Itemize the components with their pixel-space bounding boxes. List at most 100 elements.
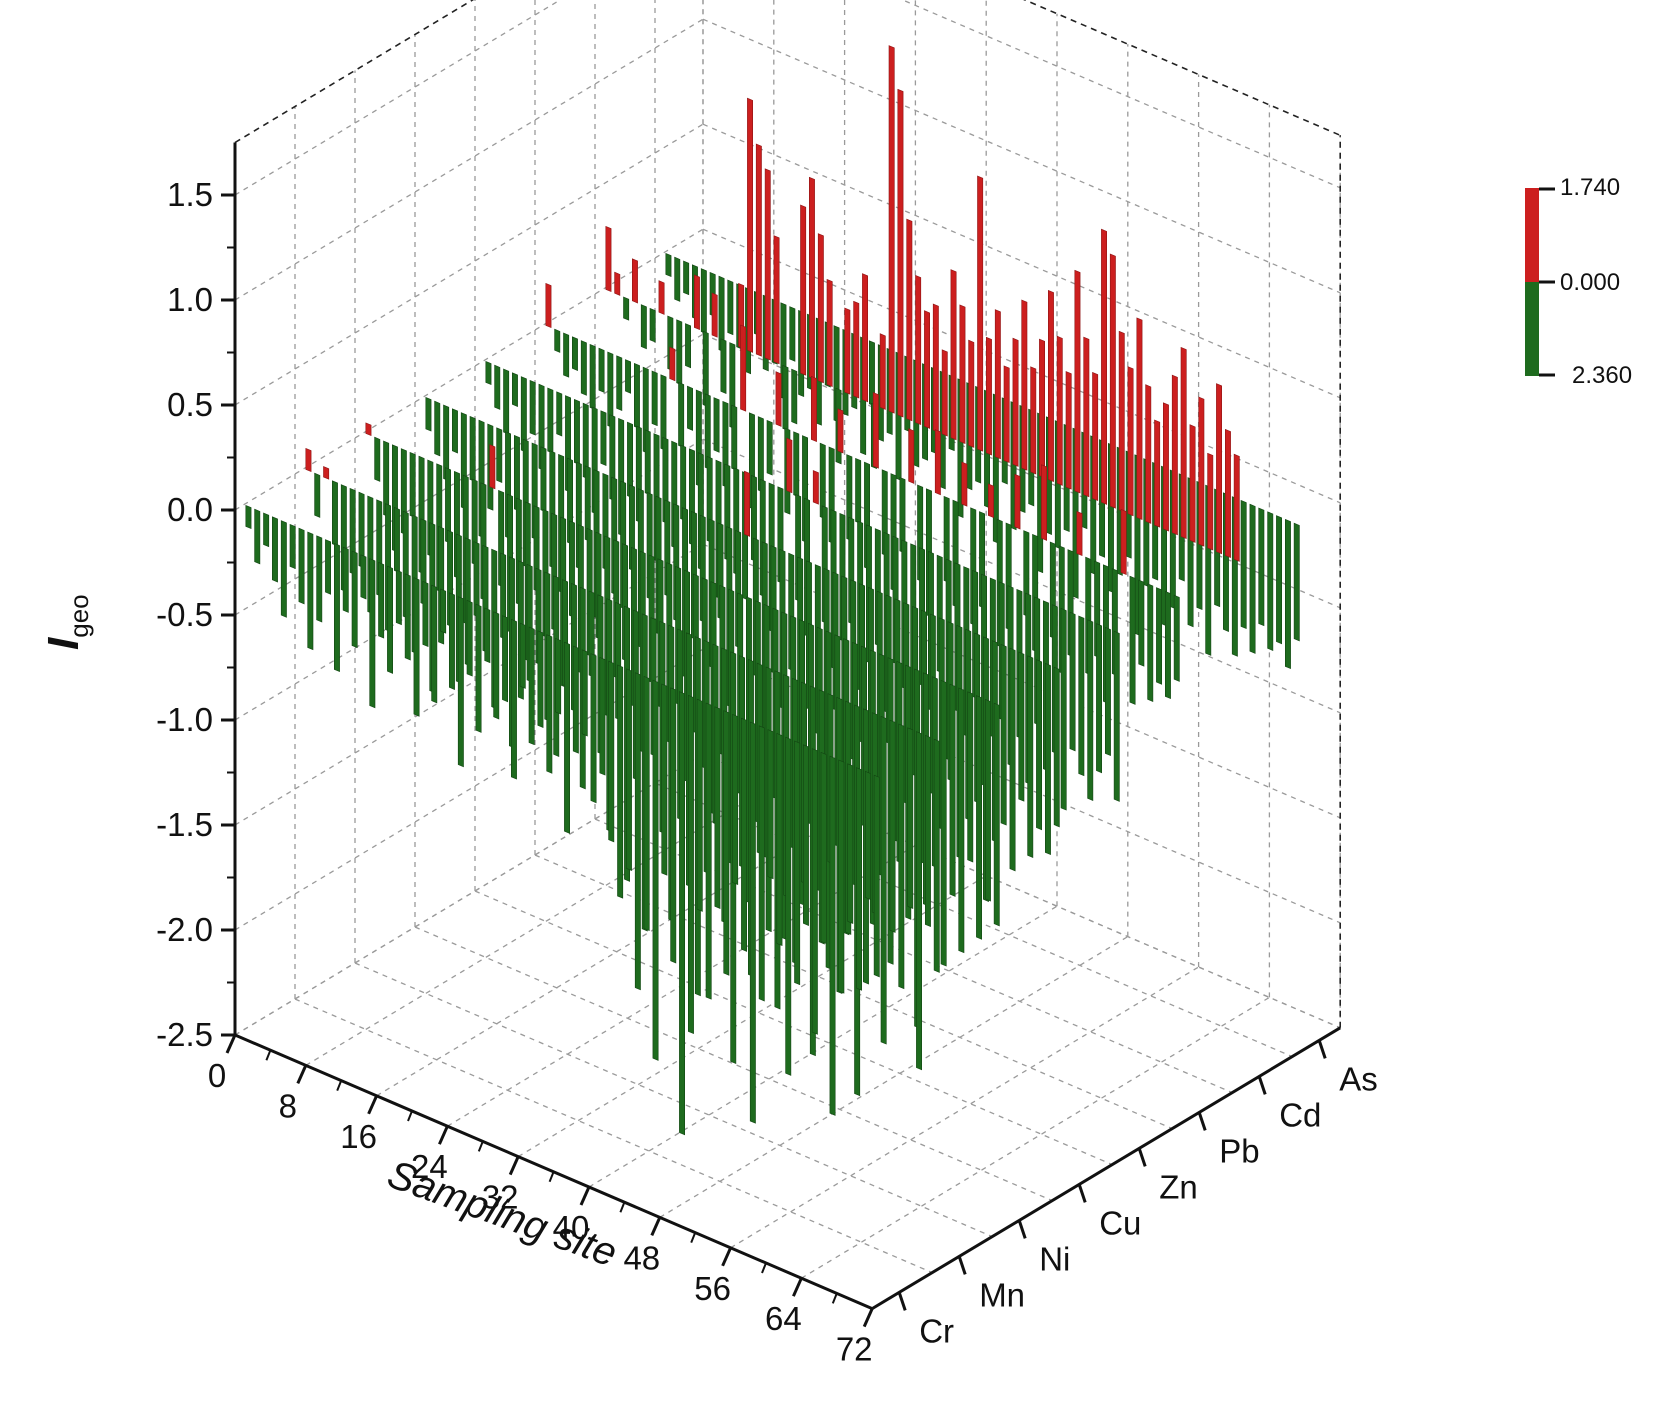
element-tick (1017, 1219, 1027, 1239)
x-tick (862, 1307, 874, 1328)
bar-Zn-35 (786, 437, 793, 494)
bar-Cd-54 (1074, 269, 1081, 494)
bar-Pb-54 (1014, 473, 1021, 530)
bar-Cr-26 (466, 599, 473, 677)
bar-Cd-69 (1207, 452, 1214, 551)
bar-Pb-11 (633, 362, 640, 430)
bar-Pb-45 (934, 429, 941, 496)
bar-Zn-70 (1096, 623, 1102, 774)
bar-Cr-58 (749, 721, 756, 1124)
bar-Pb-3 (563, 332, 570, 378)
x-tick (650, 1216, 662, 1237)
bar-Cd-9 (676, 319, 683, 386)
bar-Cd-55 (1083, 336, 1090, 498)
bar-Cd-2 (614, 271, 621, 296)
bar-Cd-63 (1154, 419, 1161, 528)
bar-Cr-5 (280, 520, 287, 618)
bar-Pb-34 (837, 408, 844, 454)
bar-Zn-9 (556, 391, 563, 437)
bar-Cr-11 (333, 542, 340, 673)
bar-Ni-6 (409, 451, 416, 519)
bar-Ni-67 (949, 683, 956, 897)
bar-Pb-72 (1173, 594, 1180, 682)
bar-Pb-29 (793, 431, 800, 498)
bar-Zn-71 (1105, 626, 1111, 757)
bar-Cr-44 (625, 668, 632, 871)
bar-Cr-8 (307, 531, 314, 651)
bar-Cr-66 (820, 751, 827, 945)
bar-Cr-4 (271, 516, 278, 583)
bar-Cr-28 (484, 607, 491, 664)
x-tick (438, 1125, 449, 1145)
bar-Cr-64 (802, 744, 809, 926)
z-axis-title-main: I (39, 637, 88, 650)
legend-color-bar (1525, 188, 1539, 376)
bar-Cr-36 (555, 637, 562, 715)
bar-Cr-55 (723, 710, 730, 976)
bar-Pb-36 (855, 457, 862, 525)
bar-Zn-8 (547, 387, 554, 454)
bar-Cd-1 (605, 225, 612, 293)
bar-Cr-20 (413, 577, 420, 717)
bar-Pb-13 (651, 370, 658, 427)
bar-Pb-6 (589, 343, 596, 411)
bar-Cd-29 (853, 300, 860, 399)
bar-Cd-40 (950, 269, 957, 441)
bar-Cr-35 (546, 634, 553, 774)
bar-Cr-22 (431, 584, 438, 704)
bar-Cd-49 (1030, 366, 1037, 475)
x-tick-label: 8 (279, 1087, 297, 1124)
x-minor-tick (831, 1293, 838, 1304)
x-tick-label: 40 (553, 1209, 590, 1246)
element-tick (1197, 1111, 1207, 1131)
bar-Cd-22 (791, 368, 798, 425)
bar-Cd-13 (711, 292, 718, 338)
bar-Cr-63 (794, 740, 801, 986)
x-tick-label: 64 (765, 1300, 802, 1337)
x-tick (792, 1277, 803, 1297)
element-tick-label-Pb: Pb (1219, 1132, 1259, 1169)
bar-Cd-44 (985, 336, 992, 456)
bar-Cr-25 (457, 596, 464, 768)
bar-Cd-18 (755, 143, 762, 357)
bar-Cu-6 (469, 415, 476, 483)
bar-As-71 (1285, 518, 1291, 670)
bar-Zn-66 (1060, 607, 1067, 811)
bar-Cr-41 (599, 656, 606, 776)
bar-Mn-68 (898, 723, 905, 990)
bar-Cd-24 (808, 176, 815, 380)
grid-line-left-wall (234, 228, 704, 511)
bar-Cd-62 (1145, 384, 1152, 524)
element-tick-label-As: As (1339, 1060, 1378, 1097)
bar-Ni-15 (489, 444, 496, 490)
bar-As-2 (674, 256, 681, 302)
element-tick-label-Cu: Cu (1099, 1204, 1141, 1241)
bar-Pb-5 (580, 340, 587, 396)
bar-As-69 (1267, 511, 1274, 651)
x-tick-label: 56 (694, 1270, 731, 1307)
bar-Cd-48 (1021, 299, 1028, 471)
bar-Cd-30 (862, 273, 869, 403)
bar-As-66 (1240, 499, 1247, 630)
bar-Mn-72 (933, 738, 940, 973)
bar-Pb-7 (598, 347, 605, 393)
grid-line-floor-site (659, 936, 1129, 1218)
bar-Cd-38 (932, 303, 939, 433)
bar-Pb-4 (571, 336, 578, 371)
element-tick (1317, 1039, 1327, 1059)
bar-Pb-23 (740, 324, 747, 412)
x-tick-label: 0 (208, 1057, 226, 1094)
bar-Cd-37 (924, 310, 931, 429)
bar-As-67 (1249, 503, 1256, 654)
bar-Cr-23 (440, 588, 447, 634)
bars (245, 45, 1300, 1136)
grid-line-left-wall (234, 123, 704, 406)
bar-Cr-62 (785, 736, 792, 1076)
bar-Cr-60 (767, 729, 774, 880)
bar-Cd-20 (773, 235, 780, 365)
bar-Cd-47 (1012, 337, 1019, 467)
bar-Cr-17 (387, 565, 394, 674)
bar-Cd-50 (1039, 338, 1045, 479)
element-tick-label-Zn: Zn (1159, 1168, 1198, 1205)
